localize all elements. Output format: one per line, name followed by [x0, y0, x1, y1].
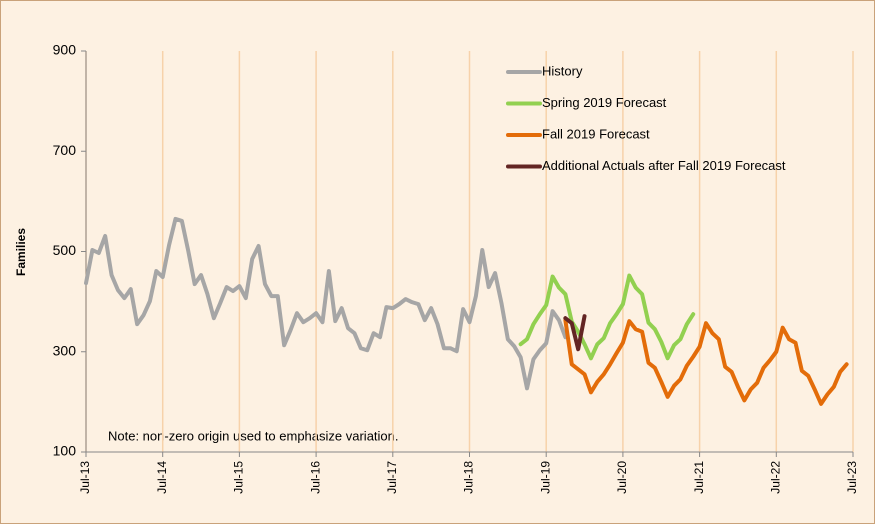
legend-label: Spring 2019 Forecast: [542, 95, 667, 110]
legend-label: Fall 2019 Forecast: [542, 126, 650, 141]
x-tick-label: Jul-18: [462, 461, 476, 494]
series-line: [84, 216, 568, 391]
y-tick-label: 700: [53, 142, 77, 158]
x-tick-label: Jul-17: [385, 461, 399, 494]
legend-label: History: [542, 63, 583, 78]
x-tick-label: Jul-21: [692, 461, 706, 494]
x-tick-label: Jul-19: [538, 461, 552, 494]
y-tick-label: 500: [53, 242, 77, 258]
series-line: [518, 273, 696, 361]
legend-label: Additional Actuals after Fall 2019 Forec…: [542, 158, 786, 173]
x-tick-label: Jul-20: [615, 461, 629, 494]
y-axis-label: Families: [14, 228, 28, 276]
y-tick-label: 300: [53, 342, 77, 358]
x-tick-label: Jul-23: [845, 461, 859, 494]
series-line: [563, 314, 587, 352]
x-tick-label: Jul-15: [232, 461, 246, 494]
x-tick-label: Jul-14: [155, 461, 169, 494]
y-tick-label: 100: [53, 443, 77, 459]
x-tick-label: Jul-22: [768, 461, 782, 494]
x-tick-label: Jul-16: [308, 461, 322, 494]
annotation: Note: non-zero origin used to emphasize …: [108, 428, 399, 443]
series-line: [563, 318, 849, 406]
x-tick-label: Jul-13: [78, 461, 92, 494]
y-tick-label: 900: [53, 42, 77, 58]
